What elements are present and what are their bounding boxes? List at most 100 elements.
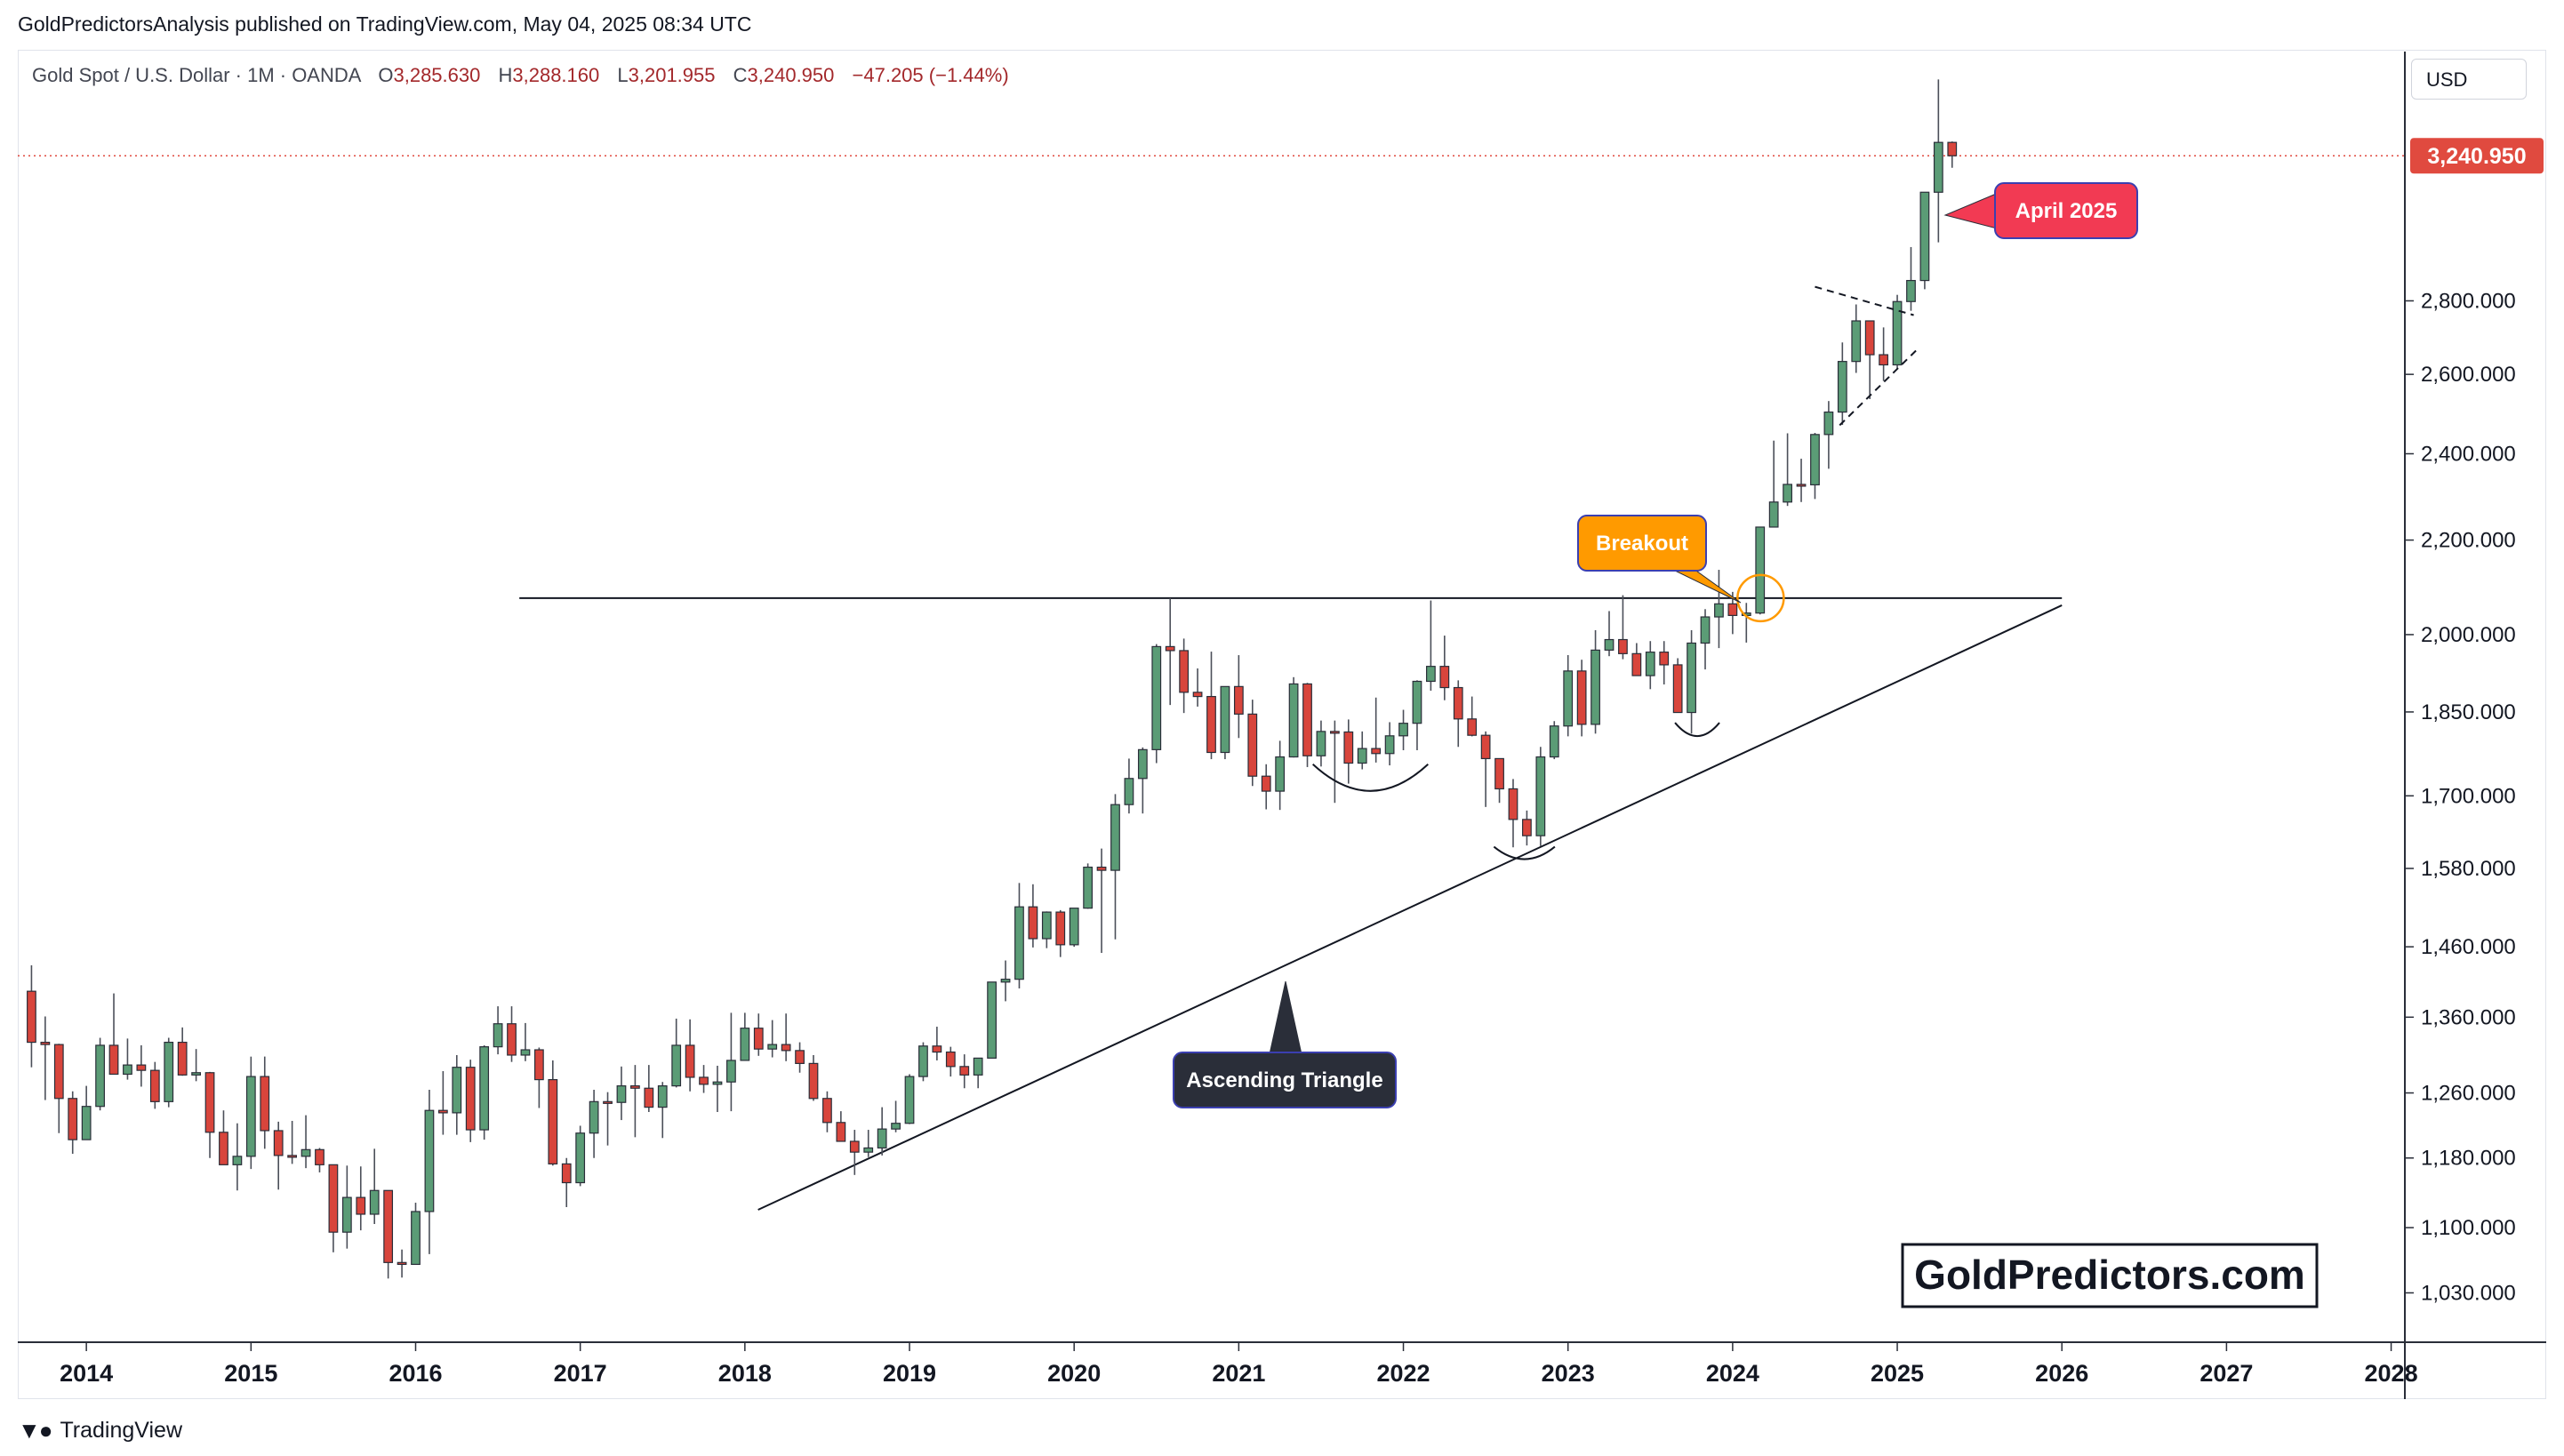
tradingview-logo-icon: ▼●	[18, 1417, 52, 1444]
candle	[644, 1065, 654, 1113]
candle	[1041, 911, 1052, 948]
candle	[575, 1125, 586, 1187]
candle	[1810, 433, 1820, 500]
ascending-triangle-callout-pointer	[1269, 980, 1302, 1055]
candle-body	[437, 1109, 448, 1114]
candle-body	[1192, 692, 1203, 698]
candle	[437, 1071, 448, 1135]
candle	[1000, 960, 1011, 1002]
ascending-triangle-callout: Ascending Triangle	[1173, 980, 1397, 1108]
candle-body	[507, 1023, 517, 1056]
candle	[1823, 401, 1834, 469]
candle-body	[904, 1076, 915, 1124]
candle-body	[1549, 725, 1559, 758]
candle-body	[287, 1155, 298, 1158]
ascending-triangle-callout-box	[1173, 1052, 1397, 1108]
candle	[1563, 655, 1574, 737]
candle	[1645, 641, 1655, 690]
candle	[232, 1123, 243, 1191]
candle	[1439, 636, 1450, 700]
candle	[273, 1121, 284, 1190]
candle-body	[1535, 756, 1546, 836]
candle	[1096, 848, 1107, 954]
candle	[1426, 600, 1436, 692]
candle-body	[1233, 685, 1244, 715]
candle-body	[1343, 731, 1354, 764]
candle-body	[1810, 434, 1820, 486]
currency-selector[interactable]: USD	[2411, 59, 2527, 100]
candle-body	[219, 1132, 228, 1165]
candle-body	[1384, 735, 1395, 755]
candle	[328, 1164, 339, 1252]
candle	[918, 1042, 928, 1082]
high-value: 3,288.160	[512, 64, 600, 86]
candle-body	[411, 1211, 421, 1266]
symbol-legend: Gold Spot / U.S. Dollar · 1M · OANDA O3,…	[32, 64, 1009, 87]
candle-body	[300, 1148, 311, 1157]
candle	[1165, 597, 1175, 706]
candle	[1522, 810, 1532, 846]
candle-body	[1220, 685, 1230, 754]
candle-body	[1864, 320, 1875, 356]
candle-body	[232, 1156, 243, 1165]
y-tick-label: 1,180.000	[2421, 1147, 2516, 1171]
watermark-box	[1901, 1243, 2319, 1308]
candle	[479, 1044, 490, 1140]
candle-body	[808, 1062, 819, 1100]
candle	[863, 1130, 874, 1157]
candle-body	[1645, 652, 1655, 676]
candle	[671, 1018, 682, 1088]
candle	[1494, 757, 1504, 804]
breakout-callout-box	[1577, 515, 1707, 572]
candle	[959, 1054, 970, 1089]
candle	[1741, 603, 1751, 643]
candle	[520, 1022, 531, 1061]
chart-frame[interactable]	[18, 50, 2546, 1399]
candle-body	[822, 1098, 832, 1124]
watermark: GoldPredictors.com	[1901, 1243, 2319, 1308]
y-tick-label: 1,360.000	[2421, 1005, 2516, 1029]
candle-body	[1398, 723, 1408, 737]
close-value: 3,240.950	[747, 64, 835, 86]
candle	[1549, 721, 1559, 760]
candle-body	[1316, 731, 1326, 756]
flag-lower-line	[1839, 347, 1919, 427]
candle	[808, 1054, 819, 1101]
candle-body	[1288, 683, 1299, 758]
april-callout: April 2025	[1943, 182, 2138, 239]
open-value: 3,285.630	[393, 64, 481, 86]
candle-body	[27, 990, 36, 1044]
candle	[40, 1016, 51, 1100]
tradingview-footer[interactable]: ▼● TradingView	[18, 1417, 182, 1444]
candle-body	[987, 981, 997, 1059]
y-tick-label: 2,600.000	[2421, 363, 2516, 387]
candle	[1206, 652, 1216, 760]
candle-body	[781, 1044, 791, 1052]
candle-body	[479, 1046, 490, 1131]
candle-body	[685, 1044, 695, 1078]
candle	[1083, 863, 1094, 909]
candle	[945, 1046, 956, 1077]
x-tick-label: 2021	[1212, 1360, 1265, 1387]
x-tick-label: 2018	[718, 1360, 772, 1387]
candle-body	[767, 1044, 778, 1050]
candle	[507, 1006, 517, 1062]
candle	[219, 1110, 228, 1165]
candle	[1604, 611, 1615, 657]
candle	[1124, 758, 1134, 814]
candle	[616, 1066, 627, 1121]
candle-body	[1727, 603, 1738, 616]
candle-body	[589, 1100, 599, 1134]
candle	[781, 1013, 791, 1061]
candle	[1837, 342, 1847, 425]
candle-body	[1467, 718, 1478, 736]
candle-body	[1933, 141, 1943, 193]
low-value: 3,201.955	[628, 64, 716, 86]
candle	[1933, 79, 1943, 243]
candle	[1412, 680, 1422, 750]
candle-body	[795, 1050, 805, 1064]
candle-body	[1576, 670, 1587, 725]
candle	[245, 1056, 256, 1170]
candle	[341, 1165, 352, 1249]
candle	[1783, 433, 1792, 507]
